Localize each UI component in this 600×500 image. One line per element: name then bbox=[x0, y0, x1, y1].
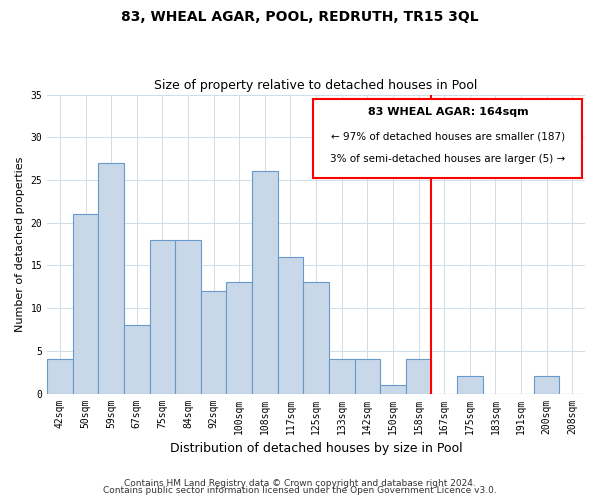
Bar bbox=[329, 360, 355, 394]
Bar bbox=[73, 214, 98, 394]
Bar bbox=[355, 360, 380, 394]
Bar bbox=[175, 240, 201, 394]
Bar bbox=[47, 360, 73, 394]
Bar bbox=[534, 376, 559, 394]
Text: ← 97% of detached houses are smaller (187): ← 97% of detached houses are smaller (18… bbox=[331, 132, 565, 142]
Bar bbox=[278, 257, 303, 394]
Text: 83, WHEAL AGAR, POOL, REDRUTH, TR15 3QL: 83, WHEAL AGAR, POOL, REDRUTH, TR15 3QL bbox=[121, 10, 479, 24]
Bar bbox=[124, 325, 149, 394]
Bar bbox=[303, 282, 329, 394]
Bar bbox=[226, 282, 252, 394]
Title: Size of property relative to detached houses in Pool: Size of property relative to detached ho… bbox=[154, 79, 478, 92]
Bar bbox=[457, 376, 482, 394]
Bar bbox=[201, 291, 226, 394]
Text: 3% of semi-detached houses are larger (5) →: 3% of semi-detached houses are larger (5… bbox=[330, 154, 565, 164]
Bar bbox=[149, 240, 175, 394]
Bar bbox=[252, 172, 278, 394]
X-axis label: Distribution of detached houses by size in Pool: Distribution of detached houses by size … bbox=[170, 442, 463, 455]
Text: 83 WHEAL AGAR: 164sqm: 83 WHEAL AGAR: 164sqm bbox=[368, 106, 528, 117]
Text: Contains public sector information licensed under the Open Government Licence v3: Contains public sector information licen… bbox=[103, 486, 497, 495]
FancyBboxPatch shape bbox=[313, 99, 583, 178]
Text: Contains HM Land Registry data © Crown copyright and database right 2024.: Contains HM Land Registry data © Crown c… bbox=[124, 478, 476, 488]
Bar bbox=[98, 163, 124, 394]
Bar bbox=[380, 385, 406, 394]
Y-axis label: Number of detached properties: Number of detached properties bbox=[15, 156, 25, 332]
Bar bbox=[406, 360, 431, 394]
